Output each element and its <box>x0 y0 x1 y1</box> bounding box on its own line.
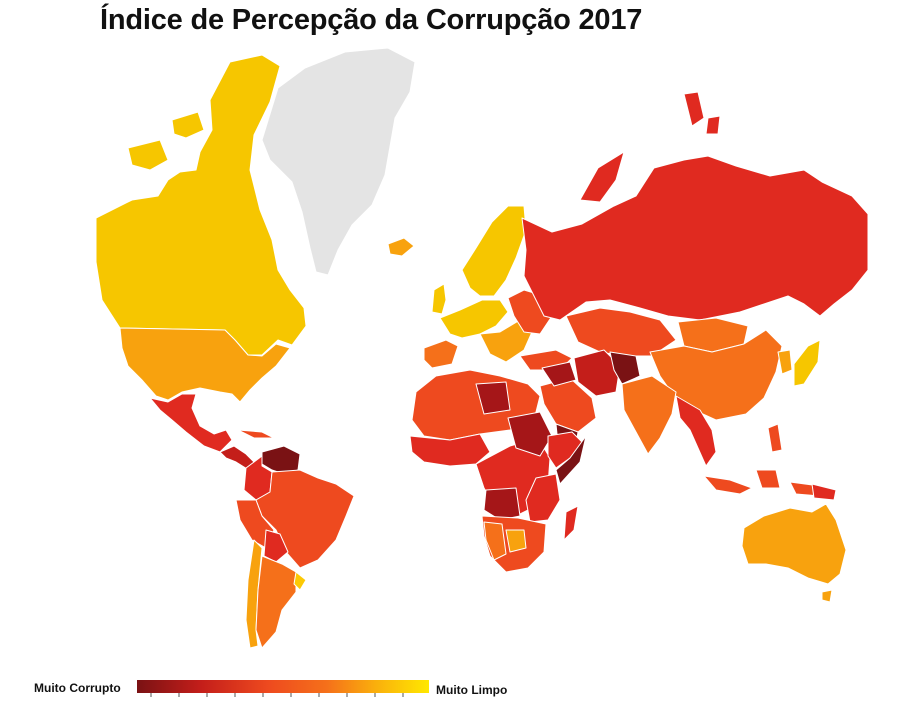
region-canada-islands[interactable] <box>127 111 205 171</box>
legend-gradient <box>137 680 429 693</box>
region-somalia[interactable] <box>555 435 587 485</box>
region-india[interactable] <box>621 375 677 455</box>
region-east-africa[interactable] <box>525 473 561 523</box>
region-libya[interactable] <box>475 381 511 415</box>
region-southeast-asia[interactable] <box>675 395 717 467</box>
region-usa[interactable] <box>119 327 291 403</box>
region-botswana[interactable] <box>505 529 527 553</box>
region-southern-europe[interactable] <box>479 319 533 363</box>
region-cuba[interactable] <box>237 429 275 439</box>
region-australia[interactable] <box>741 503 847 585</box>
legend-color-scale <box>137 680 429 697</box>
region-iraq-syria[interactable] <box>541 361 577 387</box>
legend-max-label: Muito Limpo <box>436 683 508 697</box>
region-afghanistan[interactable] <box>609 351 641 385</box>
region-western-europe[interactable] <box>439 299 509 339</box>
region-russia[interactable] <box>521 155 869 321</box>
region-korea[interactable] <box>777 349 793 375</box>
region-namibia[interactable] <box>483 521 507 561</box>
region-madagascar[interactable] <box>563 505 579 541</box>
region-japan[interactable] <box>793 339 821 387</box>
map-title: Índice de Percepção da Corrupção 2017 <box>100 4 643 36</box>
region-iberia[interactable] <box>423 339 459 369</box>
region-philippines[interactable] <box>767 423 783 453</box>
region-chile[interactable] <box>245 539 263 649</box>
region-tasmania[interactable] <box>821 589 833 603</box>
region-mexico[interactable] <box>149 393 233 453</box>
region-greenland[interactable] <box>261 47 416 276</box>
region-saudi-arabia[interactable] <box>539 377 597 433</box>
region-central-asia[interactable] <box>565 307 677 357</box>
region-russia-north-islands[interactable] <box>579 91 721 203</box>
region-argentina[interactable] <box>255 555 297 649</box>
region-uk[interactable] <box>431 283 447 315</box>
region-bolivia[interactable] <box>263 529 289 563</box>
region-uruguay[interactable] <box>293 571 307 591</box>
region-iran[interactable] <box>573 349 621 397</box>
region-drc[interactable] <box>483 487 521 521</box>
region-scandinavia[interactable] <box>461 205 527 297</box>
region-iceland[interactable] <box>387 237 415 257</box>
region-sudan[interactable] <box>507 411 553 457</box>
region-png[interactable] <box>811 483 837 501</box>
legend-min-label: Muito Corrupto <box>34 681 121 695</box>
